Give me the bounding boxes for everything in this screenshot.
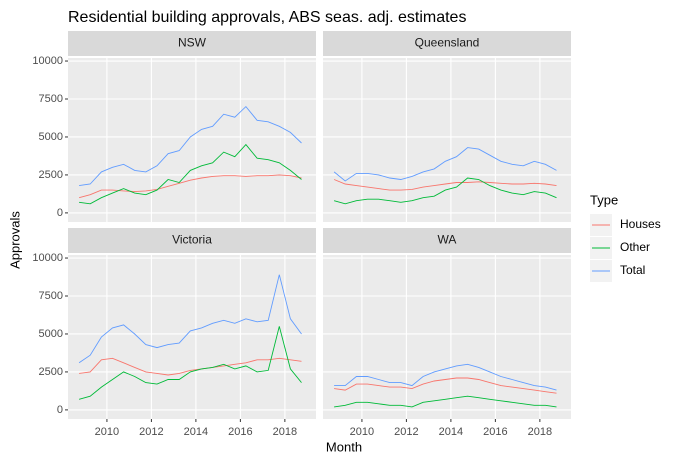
y-tick-label: 2500: [39, 169, 63, 181]
strip: [323, 31, 571, 56]
chart-title: Residential building approvals, ABS seas…: [68, 9, 466, 26]
legend-label: Houses: [620, 217, 661, 231]
strip: [68, 31, 316, 56]
x-tick-label: 2010: [350, 426, 374, 438]
y-axis-label: Approvals: [7, 211, 22, 269]
series-line: [78, 326, 302, 400]
series-line: [78, 174, 302, 199]
strip: [68, 228, 316, 253]
y-tick-label: 5000: [39, 328, 63, 340]
x-tick-label: 2012: [139, 426, 163, 438]
strip-label: NSW: [178, 36, 207, 50]
panel: [68, 255, 316, 419]
series-line: [333, 177, 557, 205]
y-tick-label: 0: [57, 404, 63, 416]
series-line: [333, 147, 557, 182]
y-tick-label: 10000: [32, 252, 63, 264]
y-tick-label: 10000: [32, 55, 63, 67]
series-line: [333, 179, 557, 191]
series-line: [78, 274, 302, 364]
x-tick-label: 2012: [394, 426, 418, 438]
panel: [323, 255, 571, 419]
legend-label: Total: [620, 263, 645, 277]
series-line: [334, 377, 557, 394]
legend-label: Other: [620, 240, 650, 254]
x-tick-label: 2016: [228, 426, 252, 438]
series-line: [79, 143, 302, 205]
strip-label: Victoria: [172, 233, 212, 247]
x-tick-label: 2016: [483, 426, 507, 438]
series-line: [79, 357, 302, 376]
series-line: [79, 105, 302, 187]
strip-label: Queensland: [415, 36, 480, 50]
x-tick-label: 2018: [273, 426, 297, 438]
series-line: [334, 395, 557, 408]
x-tick-label: 2014: [184, 426, 208, 438]
strip-label: WA: [438, 233, 457, 247]
panel: [68, 58, 316, 222]
y-tick-label: 2500: [39, 366, 63, 378]
strip: [323, 228, 571, 253]
series-line: [334, 363, 557, 391]
y-tick-label: 5000: [39, 131, 63, 143]
x-tick-label: 2018: [528, 426, 552, 438]
panel: [323, 58, 571, 222]
y-tick-label: 7500: [39, 93, 63, 105]
x-tick-label: 2010: [95, 426, 119, 438]
x-axis-label: Month: [326, 439, 362, 454]
y-tick-label: 0: [57, 207, 63, 219]
legend-title: Type: [590, 192, 618, 207]
x-tick-label: 2014: [439, 426, 463, 438]
y-tick-label: 7500: [39, 290, 63, 302]
